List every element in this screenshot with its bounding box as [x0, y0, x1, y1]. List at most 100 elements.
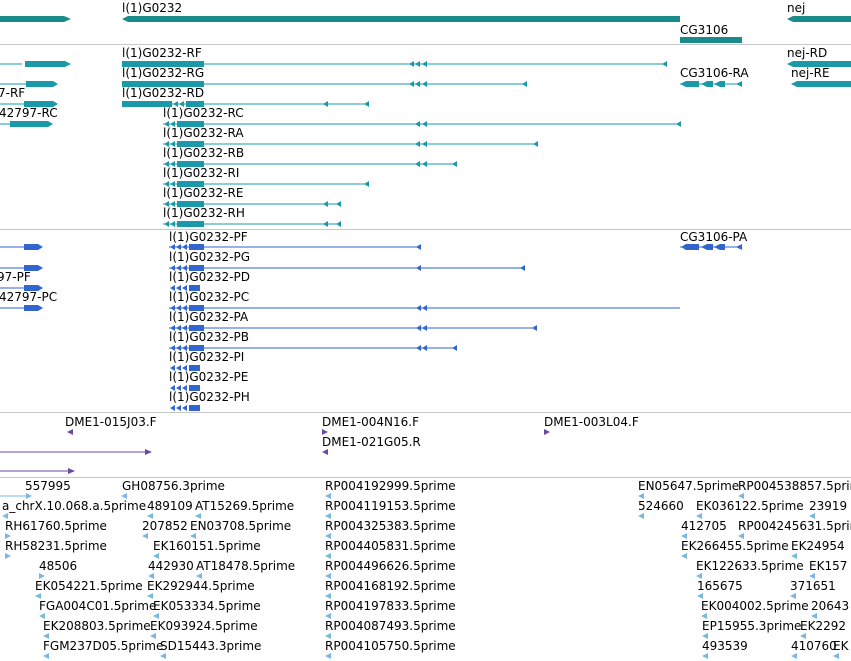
- est-feature[interactable]: [39, 613, 45, 619]
- est-feature[interactable]: [702, 653, 708, 659]
- gene-feature[interactable]: [0, 16, 71, 22]
- transcript-row[interactable]: [787, 61, 851, 67]
- est-feature[interactable]: [153, 553, 159, 559]
- est-feature[interactable]: [5, 553, 11, 559]
- est-feature[interactable]: [638, 493, 644, 499]
- protein-row[interactable]: [0, 285, 43, 291]
- est-feature[interactable]: [811, 613, 817, 619]
- clone-marker[interactable]: [544, 429, 550, 435]
- est-feature[interactable]: [791, 553, 797, 559]
- clone-feature[interactable]: [0, 468, 75, 474]
- transcript-row[interactable]: [163, 221, 341, 227]
- gene-feature[interactable]: [787, 16, 851, 22]
- est-feature[interactable]: [150, 633, 156, 639]
- est-feature[interactable]: [325, 653, 331, 659]
- protein-row[interactable]: [0, 305, 43, 311]
- transcript-row[interactable]: [163, 141, 538, 147]
- protein-row[interactable]: [170, 365, 200, 371]
- clone-track: DME1-015J03.F DME1-004N16.F DME1-021G05.…: [0, 415, 639, 474]
- est-feature[interactable]: [696, 513, 702, 519]
- est-feature[interactable]: [160, 653, 166, 659]
- transcript-row[interactable]: [163, 121, 681, 127]
- est-feature[interactable]: [39, 573, 45, 579]
- est-feature[interactable]: [696, 573, 702, 579]
- clone-marker[interactable]: [67, 429, 73, 435]
- transcript-label: l(1)G0232-RD: [122, 86, 204, 100]
- est-feature[interactable]: [195, 513, 201, 519]
- protein-row[interactable]: [0, 265, 43, 271]
- protein-row[interactable]: [0, 244, 43, 250]
- transcript-row[interactable]: [0, 81, 58, 87]
- est-feature[interactable]: [325, 553, 331, 559]
- est-feature[interactable]: [5, 533, 11, 539]
- est-feature[interactable]: [43, 633, 49, 639]
- est-feature[interactable]: [196, 573, 202, 579]
- protein-row[interactable]: [680, 244, 742, 250]
- clone-marker[interactable]: [322, 449, 328, 455]
- est-feature[interactable]: [142, 533, 148, 539]
- transcript-row[interactable]: [122, 101, 369, 107]
- transcript-row[interactable]: [163, 161, 457, 167]
- protein-row[interactable]: [170, 285, 200, 291]
- est-feature[interactable]: [325, 533, 331, 539]
- protein-label: l(1)G0232-PG: [169, 250, 250, 264]
- gene-feature[interactable]: [680, 37, 742, 43]
- transcript-row[interactable]: [163, 201, 341, 207]
- est-feature[interactable]: [325, 633, 331, 639]
- est-feature[interactable]: [738, 533, 744, 539]
- est-feature[interactable]: [2, 513, 8, 519]
- est-feature[interactable]: [35, 593, 41, 599]
- est-feature[interactable]: [638, 513, 644, 519]
- clone-marker[interactable]: [322, 429, 328, 435]
- est-feature[interactable]: [702, 633, 708, 639]
- est-feature[interactable]: [148, 573, 154, 579]
- est-feature[interactable]: [738, 493, 744, 499]
- gene-label: CG3106: [680, 23, 728, 37]
- est-feature[interactable]: [325, 493, 331, 499]
- est-feature[interactable]: [681, 533, 687, 539]
- transcript-row[interactable]: [0, 61, 71, 67]
- est-feature[interactable]: [147, 513, 153, 519]
- est-feature[interactable]: [809, 513, 815, 519]
- est-feature[interactable]: [697, 593, 703, 599]
- est-feature[interactable]: [325, 573, 331, 579]
- est-label: EN05647.5prime: [638, 479, 739, 493]
- est-feature[interactable]: [153, 613, 159, 619]
- est-feature[interactable]: [325, 513, 331, 519]
- transcript-row[interactable]: [0, 101, 58, 107]
- est-feature[interactable]: [43, 653, 49, 659]
- est-feature[interactable]: [0, 493, 32, 499]
- est-feature[interactable]: [800, 633, 806, 639]
- protein-row[interactable]: [170, 385, 200, 391]
- protein-row[interactable]: [169, 244, 421, 250]
- est-feature[interactable]: [790, 593, 796, 599]
- est-feature[interactable]: [121, 493, 127, 499]
- clone-feature[interactable]: [0, 449, 152, 455]
- est-feature[interactable]: [809, 573, 815, 579]
- est-feature[interactable]: [701, 613, 707, 619]
- clone-label: DME1-004N16.F: [322, 415, 419, 429]
- transcript-row[interactable]: [0, 121, 53, 127]
- transcript-row[interactable]: [122, 81, 527, 87]
- gene-feature[interactable]: [122, 16, 680, 22]
- est-feature[interactable]: [190, 533, 196, 539]
- est-feature[interactable]: [791, 653, 797, 659]
- est-feature[interactable]: [681, 553, 687, 559]
- transcript-label: l(1)G0232-RG: [122, 66, 204, 80]
- est-feature[interactable]: [147, 593, 153, 599]
- protein-row[interactable]: [169, 345, 457, 351]
- est-label: 557995: [25, 479, 71, 493]
- est-feature[interactable]: [325, 613, 331, 619]
- transcript-row[interactable]: [680, 81, 742, 87]
- protein-row[interactable]: [169, 265, 525, 271]
- transcript-row[interactable]: [791, 81, 851, 87]
- transcript-row[interactable]: [163, 181, 369, 187]
- protein-row[interactable]: [169, 305, 680, 311]
- protein-label: l(1)G0232-PC: [169, 290, 249, 304]
- est-feature[interactable]: [833, 653, 839, 659]
- transcript-row[interactable]: [122, 61, 667, 67]
- protein-row[interactable]: [170, 405, 200, 411]
- est-feature[interactable]: [325, 593, 331, 599]
- protein-row[interactable]: [169, 325, 537, 331]
